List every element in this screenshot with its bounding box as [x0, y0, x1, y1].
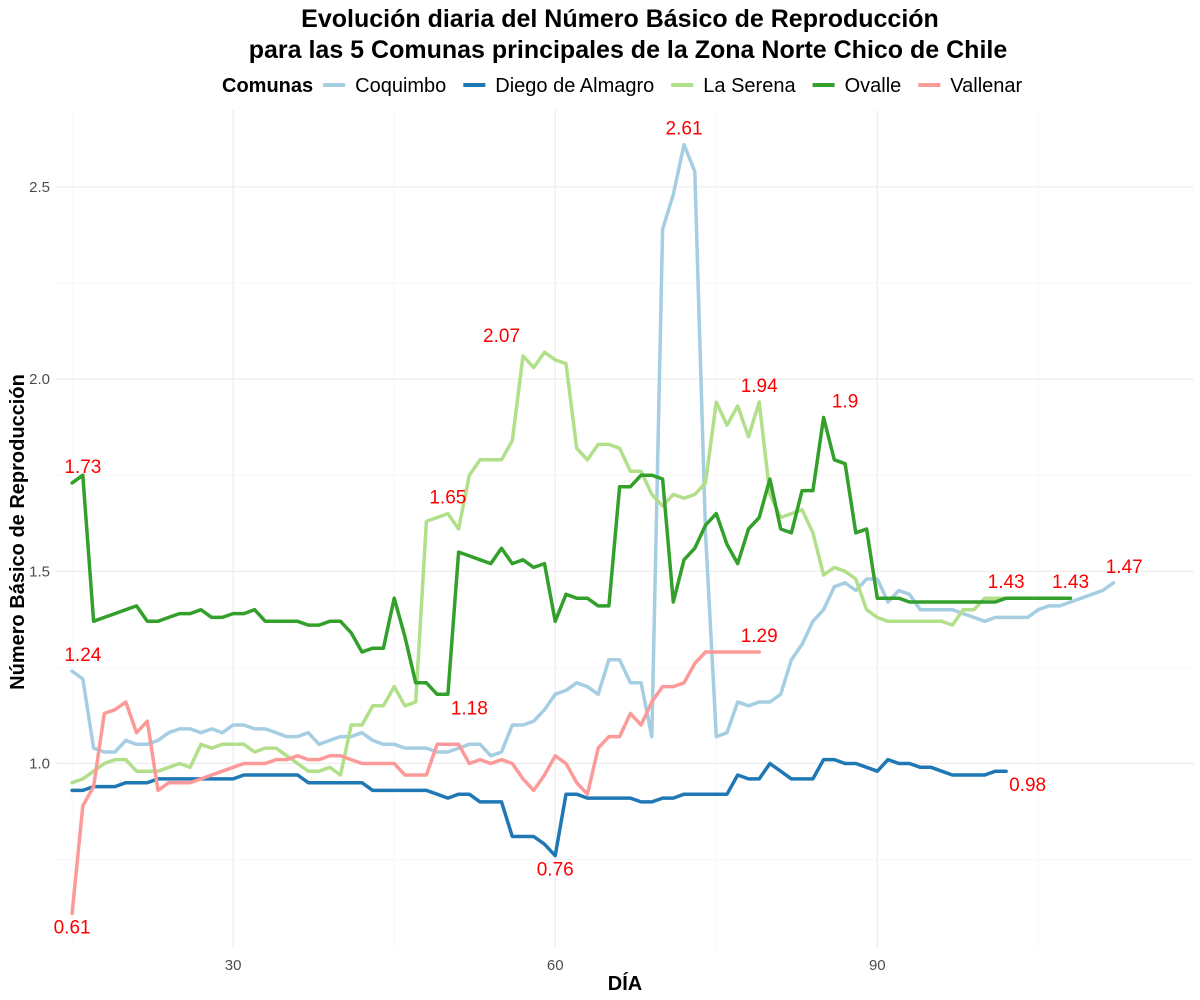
y-tick-label: 1.5 [29, 563, 50, 580]
y-axis-title: Número Básico de Reproducción [7, 374, 29, 690]
x-tick-label: 90 [869, 957, 886, 974]
series-line-coquimbo [70, 142, 1116, 758]
series-line-la-serena [70, 350, 1008, 785]
y-tick-label: 2.0 [29, 371, 50, 388]
annotation-label: 2.61 [666, 119, 703, 140]
annotation-label: 0.61 [54, 917, 91, 938]
annotation-label: 1.43 [1052, 572, 1089, 593]
annotation-label: 0.98 [1009, 775, 1046, 796]
annotation-label: 1.18 [451, 698, 488, 719]
annotation-label: 1.47 [1106, 557, 1143, 578]
legend-label-coquimbo: Coquimbo [355, 75, 446, 97]
legend: Comunas Coquimbo Diego de Almagro La Seren… [222, 75, 1023, 97]
chart-title: Evolución diaria del Número Básico de Re… [301, 5, 939, 33]
grid [56, 110, 1194, 948]
annotation-label: 2.07 [483, 326, 520, 347]
annotation-label: 1.94 [741, 376, 778, 397]
annotation-label: 1.9 [832, 392, 858, 413]
y-tick-label: 2.5 [29, 179, 50, 196]
legend-label-vallenar: Vallenar [950, 75, 1022, 97]
series-line-vallenar [70, 650, 761, 916]
legend-title: Comunas [222, 75, 313, 97]
annotation-label: 1.65 [429, 488, 466, 509]
series-line-ovalle [70, 415, 1073, 697]
chart-subtitle: para las 5 Comunas principales de la Zon… [249, 36, 1008, 64]
series-line-diego-de-almagro [70, 757, 1008, 858]
legend-label-la-serena: La Serena [703, 75, 796, 97]
annotation-label: 0.76 [537, 860, 574, 881]
annotation-label: 1.43 [988, 572, 1025, 593]
x-axis-title: DÍA [608, 972, 642, 995]
annotation-label: 1.73 [64, 457, 101, 478]
x-tick-label: 60 [547, 957, 564, 974]
series-lines [70, 142, 1116, 916]
annotation-label: 1.24 [64, 645, 101, 666]
annotations: 2.61 2.07 1.94 1.9 1.73 1.65 1.47 1.43 1.43 1.29 1… [54, 119, 1143, 939]
legend-label-ovalle: Ovalle [845, 75, 902, 97]
annotation-label: 1.29 [741, 626, 778, 647]
y-tick-label: 1.0 [29, 755, 50, 772]
tick-labels: 1.0 1.5 2.0 2.5 30 60 90 [29, 179, 885, 974]
legend-label-diego-de-almagro: Diego de Almagro [495, 75, 654, 97]
x-tick-label: 30 [225, 957, 242, 974]
